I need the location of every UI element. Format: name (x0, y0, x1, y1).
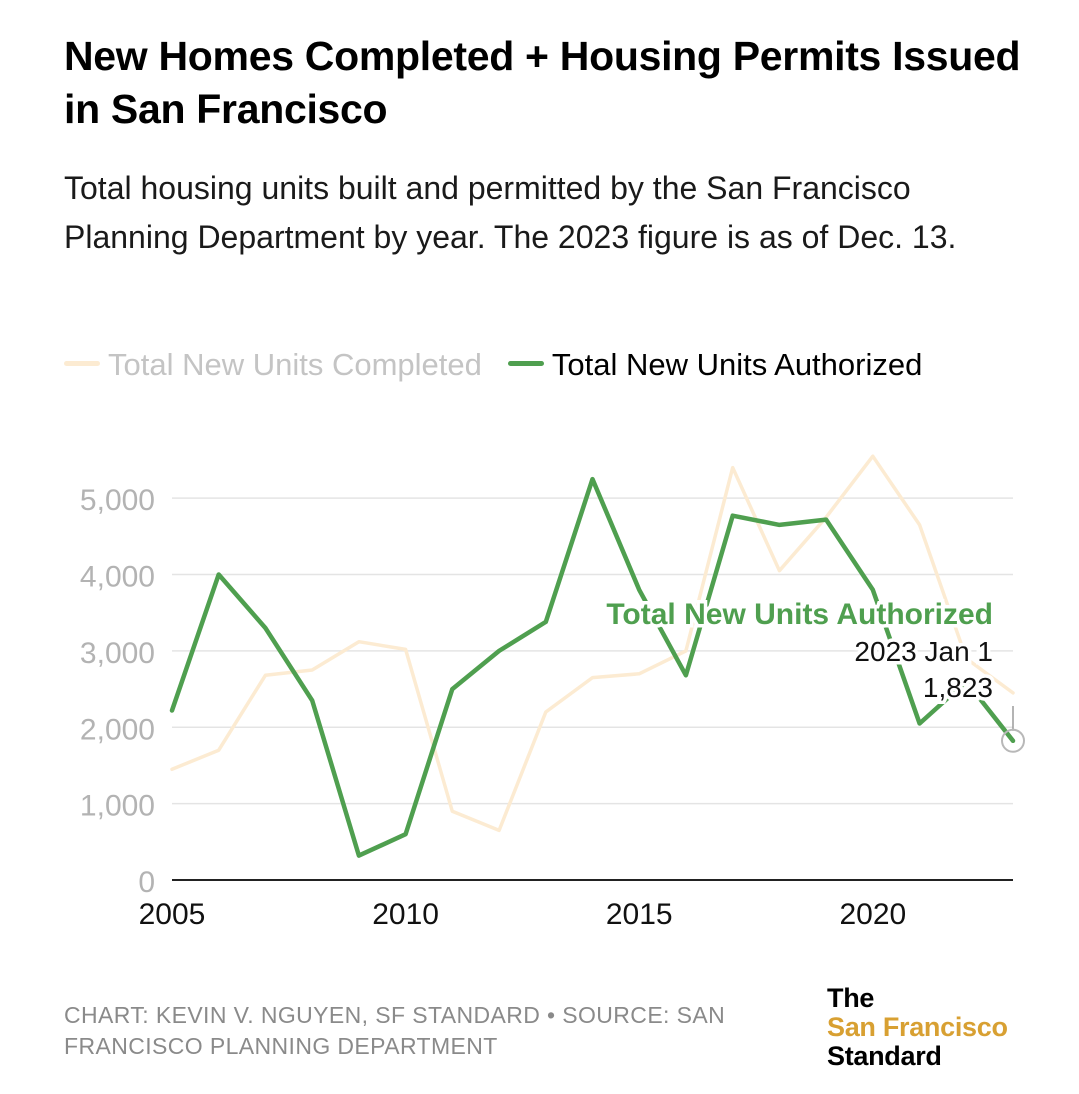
legend-label-completed: Total New Units Completed (108, 347, 482, 382)
series-label-authorized: Total New Units Authorized (606, 598, 993, 631)
legend-item-authorized[interactable]: Total New Units Authorized (507, 338, 923, 392)
legend-item-completed[interactable]: Total New Units Completed (64, 338, 482, 392)
chart-subtitle: Total housing units built and permitted … (64, 170, 957, 255)
series-line-completed (170, 454, 1015, 833)
y-tick-label: 0 (138, 866, 155, 899)
y-tick-label: 4,000 (80, 561, 155, 594)
legend-swatch-completed (64, 361, 100, 367)
tooltip-date: 2023 Jan 1 (854, 636, 993, 667)
tooltip-value: 1,823 (923, 672, 993, 703)
y-tick-label: 5,000 (80, 484, 155, 517)
publisher-logo[interactable]: The San Francisco Standard (827, 984, 1008, 1071)
y-tick-label: 3,000 (80, 637, 155, 670)
y-tick-label: 2,000 (80, 713, 155, 746)
logo-line-san-francisco: San Francisco (827, 1012, 1008, 1042)
legend-swatch-authorized (507, 361, 544, 367)
y-tick-label: 1,000 (80, 790, 155, 823)
chart-credit: CHART: KEVIN V. NGUYEN, SF STANDARD • SO… (64, 1002, 726, 1059)
series-line-authorized (169, 476, 1016, 858)
x-tick-label: 2015 (606, 898, 673, 931)
legend-label-authorized: Total New Units Authorized (551, 347, 923, 382)
x-tick-label: 2005 (139, 898, 206, 931)
x-tick-label: 2010 (372, 898, 439, 931)
logo-line-the: The (827, 983, 875, 1013)
logo-line-standard: Standard (827, 1041, 942, 1071)
chart-legend: Total New Units Completed Total New Unit… (64, 338, 964, 392)
chart-title: New Homes Completed + Housing Permits Is… (64, 33, 1021, 132)
highlight-marker (1001, 728, 1025, 753)
line-chart: 0 1,000 2,000 3,000 4,000 5,000 2005 2010 2015 20… (80, 454, 1025, 931)
x-tick-label: 2020 (839, 898, 906, 931)
